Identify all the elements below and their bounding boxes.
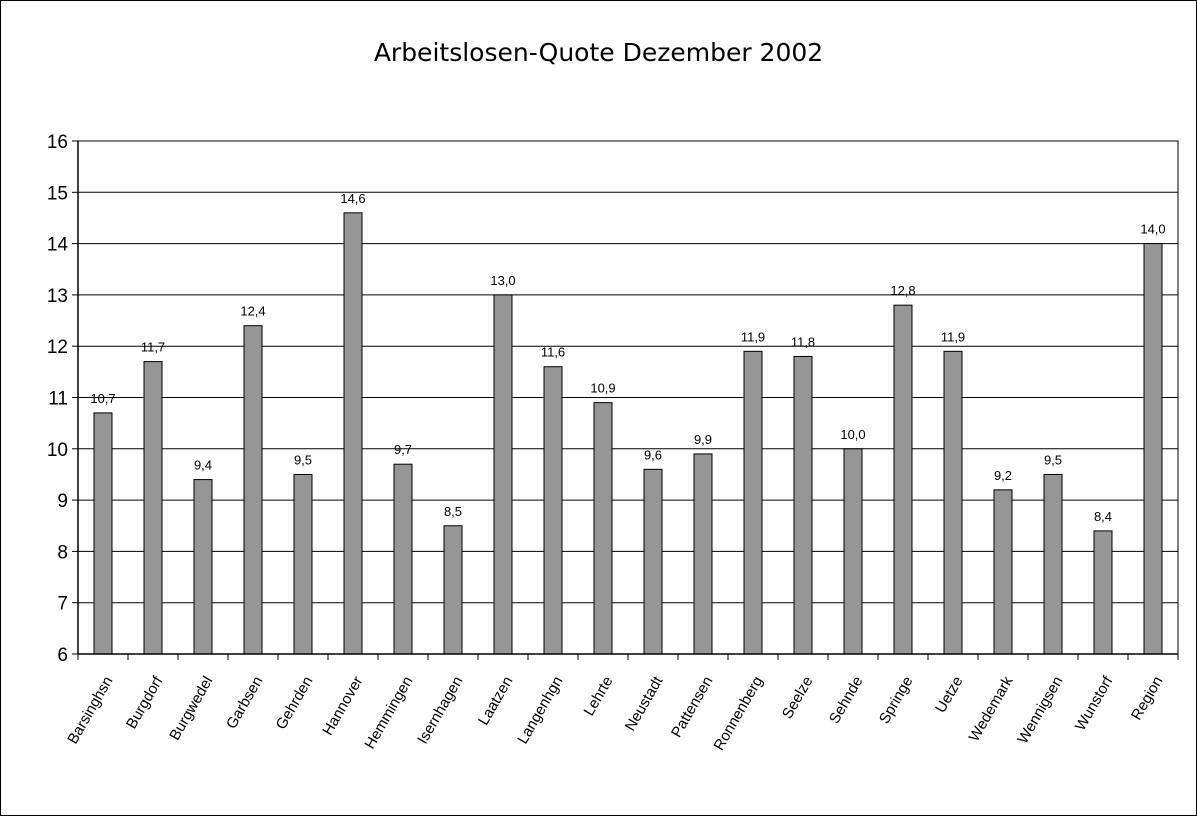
category-label: Pattensen: [668, 674, 717, 741]
y-tick-label: 11: [48, 389, 68, 410]
y-tick-label: 10: [47, 440, 68, 461]
data-label: 11,9: [941, 329, 965, 344]
chart-title: Arbeitslosen-Quote Dezember 2002: [373, 38, 824, 67]
category-label: Hannover: [319, 674, 366, 739]
category-label: Ronnenberg: [710, 674, 766, 754]
category-label: Gehrden: [273, 674, 317, 733]
category-label: Laatzen: [475, 674, 516, 729]
bar: [1143, 243, 1163, 655]
bar: [543, 366, 563, 655]
category-label: Langenhgn: [514, 674, 566, 748]
y-tick-label: 15: [47, 183, 68, 204]
data-label: 8,5: [444, 504, 462, 519]
data-label: 11,7: [141, 340, 165, 355]
data-label: 9,6: [644, 447, 662, 462]
bar: [743, 350, 763, 655]
data-label: 11,8: [791, 334, 815, 349]
category-label: Seelze: [779, 674, 817, 722]
bar: [993, 489, 1013, 655]
data-label: 11,6: [541, 345, 565, 360]
bar: [943, 350, 963, 655]
bar: [343, 212, 363, 655]
bar: [793, 355, 813, 655]
data-label: 9,2: [994, 468, 1012, 483]
y-tick-label: 13: [47, 286, 68, 307]
category-label: Sehnde: [826, 674, 867, 727]
data-label: 10,9: [590, 381, 615, 396]
category-label: Wedemark: [966, 673, 1017, 744]
category-label: Barsinghsn: [64, 674, 116, 747]
bar: [93, 412, 113, 655]
gridlines: [78, 140, 1178, 655]
bar: [643, 468, 663, 655]
y-tick-label: 14: [47, 235, 69, 256]
bar: [1093, 530, 1113, 655]
data-labels: 10,7 11,7 9,4 12,4 9,5 14,6 9,7 8,5 13,0 11,6 10,9…: [90, 191, 1165, 524]
bar: [193, 479, 213, 655]
category-label: Wunstorf: [1072, 673, 1117, 734]
category-label: Uetze: [932, 674, 966, 716]
bar: [393, 463, 413, 655]
bars: [93, 212, 1163, 655]
data-label: 8,4: [1094, 509, 1112, 524]
bar: [893, 304, 913, 655]
category-label: Springe: [876, 674, 917, 727]
data-label: 9,5: [1044, 452, 1062, 467]
category-label: Burgwedel: [166, 674, 216, 744]
bar: [143, 361, 163, 655]
category-label: Burgdorf: [123, 673, 167, 732]
data-label: 10,0: [840, 427, 865, 442]
bar: [1043, 473, 1063, 655]
y-tick-label: 12: [47, 337, 68, 358]
data-label: 9,5: [294, 452, 312, 467]
category-label: Region: [1128, 674, 1166, 724]
bar: [493, 294, 513, 655]
y-tick-label: 16: [47, 132, 68, 153]
data-label: 12,4: [240, 304, 265, 319]
bar: [443, 525, 463, 655]
bar: [693, 453, 713, 655]
data-label: 12,8: [890, 283, 915, 298]
category-label: Isernhagen: [414, 674, 466, 748]
axes: [77, 140, 1179, 660]
y-tick-label: 7: [57, 594, 68, 615]
data-label: 11,9: [741, 329, 765, 344]
y-tick-label: 8: [57, 542, 68, 563]
category-label: Wennigsen: [1014, 674, 1066, 747]
category-labels: Barsinghsn Burgdorf Burgwedel Garbsen Gehrde…: [64, 673, 1166, 754]
data-label: 13,0: [490, 273, 515, 288]
data-label: 10,7: [90, 391, 115, 406]
y-tick-label: 6: [57, 645, 68, 666]
category-label: Garbsen: [223, 674, 266, 732]
data-label: 9,9: [694, 432, 712, 447]
y-tick-label: 9: [57, 491, 68, 512]
category-label: Hemmingen: [361, 674, 416, 753]
data-label: 9,7: [394, 442, 412, 457]
data-label: 14,0: [1140, 222, 1165, 237]
bar: [843, 448, 863, 655]
y-axis-ticks: 6 7 8 9 10 11 12 13 14 15 16: [47, 132, 78, 666]
data-label: 14,6: [340, 191, 365, 206]
category-label: Lehrte: [580, 674, 616, 719]
bar: [593, 402, 613, 655]
bar: [293, 473, 313, 655]
category-label: Neustadt: [622, 673, 667, 734]
bar: [243, 325, 263, 655]
data-label: 9,4: [194, 458, 212, 473]
